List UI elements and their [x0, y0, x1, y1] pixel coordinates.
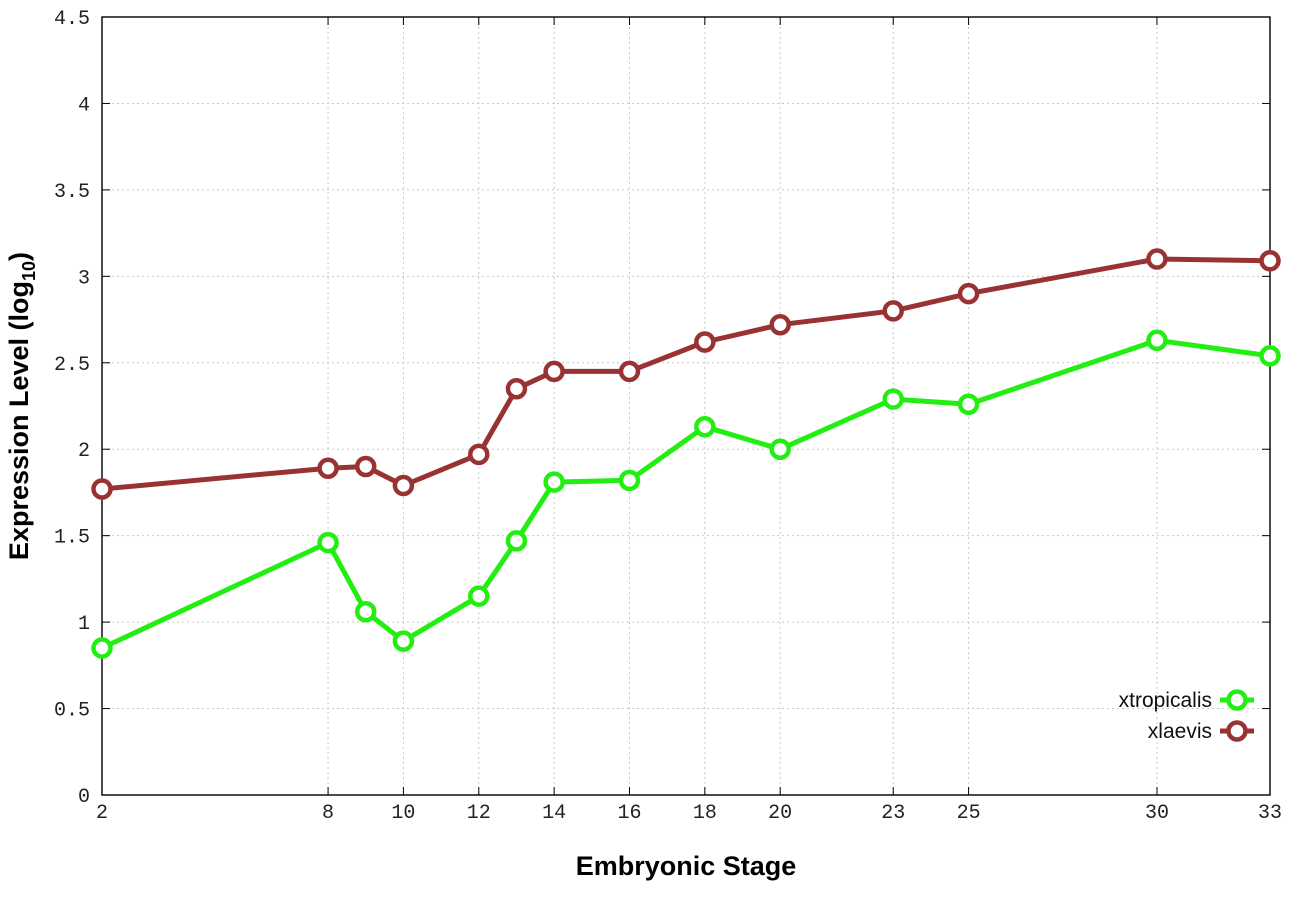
x-tick-label: 10 [391, 802, 415, 825]
data-point-xlaevis [618, 360, 641, 383]
plot-frame [101, 16, 1271, 796]
legend-item-xlaevis: xlaevis [1148, 720, 1254, 743]
data-point-xtropicalis [505, 530, 528, 552]
y-axis-title-main: Expression Level (log [4, 281, 34, 560]
x-tick-label: 20 [768, 802, 792, 825]
legend-swatch-marker [1226, 689, 1248, 711]
data-point-xtropicalis [354, 600, 377, 623]
x-tick-label: 25 [957, 802, 981, 825]
data-point-xlaevis [694, 331, 716, 353]
x-tick-label: 8 [322, 802, 334, 825]
y-tick-label: 2.5 [54, 354, 90, 377]
y-axis-title-close: ) [4, 252, 34, 261]
x-tick-label: 30 [1145, 802, 1169, 825]
x-tick-label: 14 [542, 802, 566, 825]
y-tick-label: 4.5 [54, 8, 90, 31]
data-point-xlaevis [317, 457, 339, 479]
y-tick-label: 3 [78, 267, 90, 290]
data-point-xlaevis [769, 313, 791, 336]
x-tick-label: 23 [881, 802, 905, 825]
y-tick-label: 2 [78, 440, 90, 463]
x-tick-label: 12 [467, 802, 491, 825]
y-tick-label: 1.5 [54, 527, 90, 550]
series-xtropicalis [91, 329, 1281, 659]
data-point-xtropicalis [543, 471, 565, 493]
data-point-xlaevis [468, 443, 490, 466]
data-point-xtropicalis [618, 469, 641, 492]
y-axis-title-subscript: 10 [19, 261, 39, 281]
x-axis-ticks: 2 8 10 12 14 16 18 20 23 25 30 33 [96, 17, 1282, 825]
data-point-xtropicalis [1259, 345, 1281, 367]
x-tick-label: 16 [617, 802, 641, 825]
x-tick-label: 33 [1258, 802, 1282, 825]
data-point-xtropicalis [694, 415, 716, 438]
data-point-xlaevis [957, 282, 980, 305]
series-layer [91, 248, 1281, 659]
x-tick-label: 18 [693, 802, 717, 825]
data-point-xtropicalis [392, 630, 415, 652]
data-point-xlaevis [1259, 250, 1281, 272]
data-point-xlaevis [1146, 248, 1168, 270]
legend-swatch-marker [1226, 720, 1248, 742]
y-axis-title: Expression Level (log10) [4, 252, 39, 560]
data-point-xtropicalis [957, 393, 980, 416]
y-tick-label: 0 [78, 786, 90, 809]
data-point-xtropicalis [317, 531, 339, 554]
legend-label: xtropicalis [1119, 689, 1212, 712]
y-tick-label: 1 [78, 613, 90, 636]
legend: xtropicalis xlaevis [1119, 689, 1254, 743]
data-point-xlaevis [882, 300, 904, 322]
data-point-xtropicalis [882, 388, 904, 410]
y-tick-label: 3.5 [54, 181, 90, 204]
x-axis-title: Embryonic Stage [576, 851, 797, 881]
data-point-xlaevis [505, 377, 528, 400]
legend-label: xlaevis [1148, 720, 1212, 743]
data-point-xtropicalis [769, 438, 791, 460]
data-point-xtropicalis [468, 585, 490, 607]
data-point-xlaevis [543, 360, 565, 383]
x-tick-label: 2 [96, 802, 108, 825]
data-point-xlaevis [91, 478, 113, 500]
data-point-xtropicalis [1146, 329, 1168, 352]
series-xlaevis [91, 248, 1281, 500]
data-point-xlaevis [354, 455, 377, 478]
y-tick-label: 0.5 [54, 700, 90, 723]
data-point-xtropicalis [91, 637, 113, 659]
legend-item-xtropicalis: xtropicalis [1119, 689, 1254, 712]
y-tick-label: 4 [78, 94, 90, 117]
y-axis-ticks: 0 0.5 1 1.5 2 2.5 3 3.5 4 4.5 [54, 8, 1270, 809]
data-point-xlaevis [392, 474, 415, 497]
